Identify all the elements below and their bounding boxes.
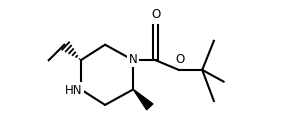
Text: N: N	[129, 53, 138, 66]
Text: O: O	[151, 8, 160, 21]
Text: O: O	[175, 53, 185, 66]
Text: HN: HN	[65, 84, 83, 97]
Polygon shape	[133, 89, 153, 110]
